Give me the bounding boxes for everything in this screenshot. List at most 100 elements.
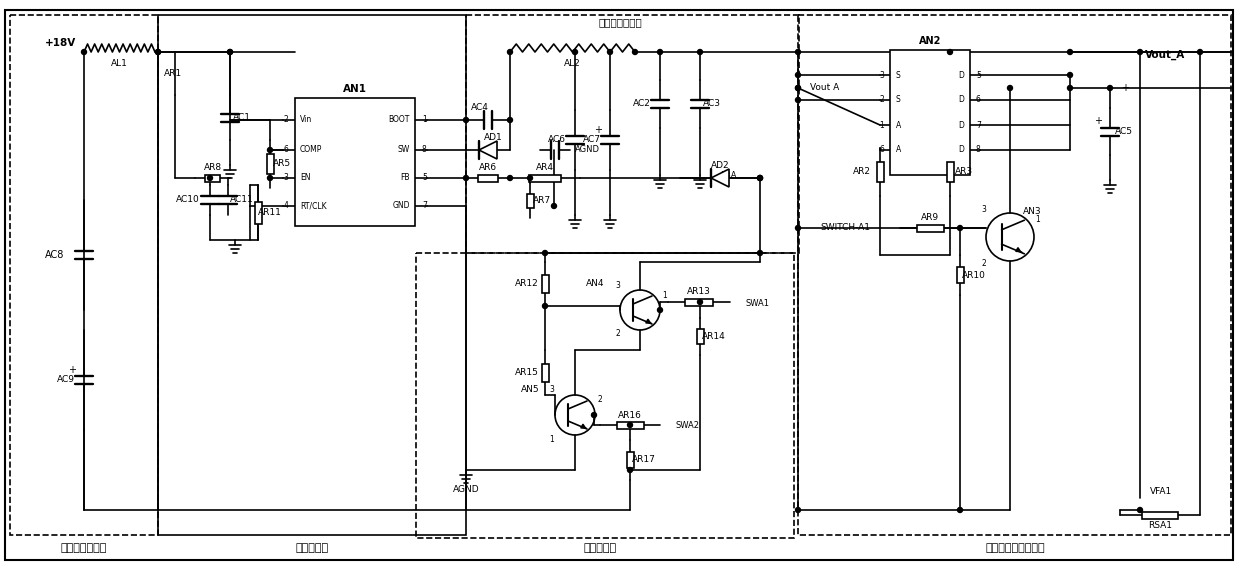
Circle shape: [463, 176, 468, 181]
Text: AR8: AR8: [203, 164, 222, 173]
Text: AR4: AR4: [536, 164, 554, 173]
Text: D: D: [958, 145, 964, 154]
Bar: [798, 15, 1232, 535]
Circle shape: [156, 49, 161, 55]
Bar: [416, 253, 794, 538]
Text: AR17: AR17: [632, 456, 655, 465]
Circle shape: [528, 176, 533, 181]
Circle shape: [1068, 86, 1073, 90]
Text: Vout_A: Vout_A: [1145, 50, 1186, 60]
Circle shape: [591, 412, 596, 417]
Bar: [295, 98, 415, 226]
Text: AR9: AR9: [921, 214, 939, 223]
Text: AR1: AR1: [164, 69, 182, 77]
Bar: [685, 299, 712, 306]
Text: RT/CLK: RT/CLK: [300, 202, 327, 211]
Text: 3: 3: [284, 173, 287, 182]
Text: 稳压子电路: 稳压子电路: [295, 543, 328, 553]
Bar: [159, 15, 466, 535]
Text: AGND: AGND: [452, 486, 479, 495]
Text: 5: 5: [976, 70, 981, 80]
Text: AN4: AN4: [586, 279, 605, 289]
Bar: [617, 421, 643, 428]
Circle shape: [268, 176, 273, 181]
Text: +: +: [68, 365, 76, 375]
Text: A: A: [896, 120, 901, 130]
Text: 4: 4: [284, 202, 287, 211]
Circle shape: [1137, 49, 1142, 55]
Circle shape: [156, 49, 161, 55]
Text: AR3: AR3: [955, 168, 973, 177]
Circle shape: [658, 49, 663, 55]
Text: AR6: AR6: [479, 164, 497, 173]
Bar: [917, 224, 944, 232]
Text: 7: 7: [976, 120, 981, 130]
Circle shape: [795, 49, 800, 55]
Text: 8: 8: [422, 145, 426, 154]
Text: RSA1: RSA1: [1149, 521, 1172, 531]
Text: 6: 6: [880, 145, 883, 154]
Text: 1: 1: [880, 120, 883, 130]
Text: S: S: [896, 70, 901, 80]
Text: VFA1: VFA1: [1150, 487, 1172, 496]
Text: 2: 2: [284, 115, 287, 124]
Text: 输出滤波子电路: 输出滤波子电路: [598, 17, 642, 27]
Text: +: +: [593, 125, 602, 135]
Bar: [478, 174, 498, 182]
Text: AR10: AR10: [961, 270, 986, 279]
Bar: [466, 15, 799, 253]
Circle shape: [795, 507, 800, 512]
Circle shape: [958, 225, 963, 231]
Text: FB: FB: [400, 173, 410, 182]
Circle shape: [757, 176, 762, 181]
Text: AC11: AC11: [230, 195, 254, 204]
Text: AC5: AC5: [1115, 127, 1132, 136]
Text: AR5: AR5: [273, 160, 291, 169]
Text: 1: 1: [422, 115, 426, 124]
Bar: [876, 162, 883, 182]
Circle shape: [551, 203, 556, 208]
Bar: [947, 162, 954, 182]
Text: EN: EN: [300, 173, 311, 182]
Circle shape: [543, 303, 548, 308]
Circle shape: [572, 49, 577, 55]
Circle shape: [632, 49, 638, 55]
Text: 1: 1: [663, 291, 668, 300]
Text: D: D: [958, 70, 964, 80]
Text: 6: 6: [976, 95, 981, 105]
Text: AR16: AR16: [618, 411, 642, 420]
Text: AR12: AR12: [515, 279, 539, 289]
Text: AC8: AC8: [46, 250, 64, 260]
Bar: [957, 267, 964, 283]
Text: AD2: AD2: [711, 161, 730, 170]
Bar: [541, 364, 549, 382]
Text: AD1: AD1: [483, 133, 502, 143]
Text: Vout A: Vout A: [810, 83, 839, 93]
Bar: [696, 329, 704, 344]
Circle shape: [795, 98, 800, 102]
Circle shape: [627, 467, 632, 473]
Circle shape: [508, 49, 513, 55]
Bar: [541, 275, 549, 293]
Bar: [254, 202, 261, 223]
Circle shape: [948, 49, 953, 55]
Circle shape: [1007, 86, 1012, 90]
Circle shape: [658, 307, 663, 312]
Text: +: +: [1121, 83, 1129, 93]
Text: SWA2: SWA2: [675, 421, 699, 431]
Circle shape: [543, 250, 548, 256]
Text: Vin: Vin: [300, 115, 312, 124]
Circle shape: [1137, 507, 1142, 512]
Text: FBA: FBA: [720, 172, 736, 181]
Text: SWA1: SWA1: [745, 299, 769, 307]
Text: AR13: AR13: [688, 287, 711, 296]
Text: 3: 3: [981, 206, 986, 215]
Text: AC7: AC7: [584, 136, 601, 144]
Circle shape: [1108, 86, 1113, 90]
Text: AC10: AC10: [176, 195, 199, 204]
Circle shape: [795, 86, 800, 90]
Bar: [1142, 512, 1178, 519]
Circle shape: [508, 176, 513, 181]
Text: 2: 2: [981, 260, 986, 269]
Text: 3: 3: [550, 386, 554, 395]
